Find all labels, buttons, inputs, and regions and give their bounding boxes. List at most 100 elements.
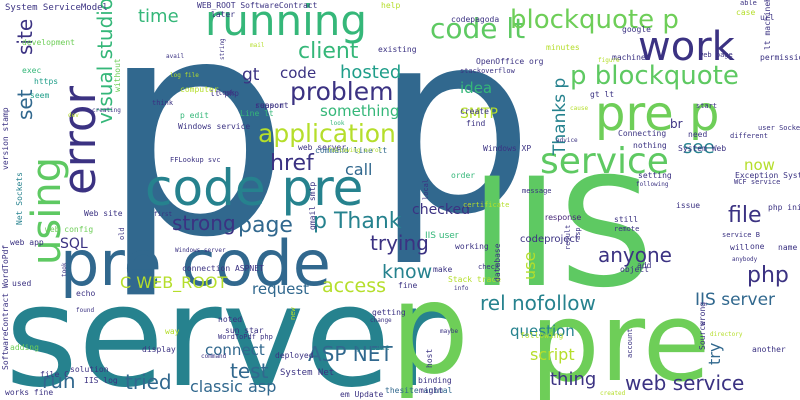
word: problem xyxy=(290,77,393,106)
word: another xyxy=(752,345,786,354)
word: web config xyxy=(45,225,93,234)
word: p xyxy=(375,0,534,269)
word: WordToPdf php xyxy=(218,333,273,341)
word: gmail smtp xyxy=(308,182,317,230)
word: code pre xyxy=(145,159,363,217)
word: Windows service xyxy=(178,122,250,131)
word: used xyxy=(12,279,31,288)
word: figure xyxy=(598,57,620,64)
word: thesite animal xyxy=(385,386,453,395)
word: stackoverflow xyxy=(460,67,516,75)
word: adding xyxy=(10,343,39,352)
word: case xyxy=(736,8,755,17)
word: development xyxy=(22,38,75,47)
word: support xyxy=(255,101,289,110)
word: one xyxy=(750,242,765,251)
word: mail xyxy=(250,42,265,49)
word: response xyxy=(545,213,581,222)
word: tried xyxy=(125,370,172,394)
word: google xyxy=(622,25,651,34)
word: php xyxy=(747,263,789,288)
word: following xyxy=(636,181,669,188)
word: connection ASPNET xyxy=(182,264,264,273)
word: change xyxy=(370,317,392,324)
word: strong xyxy=(172,211,236,235)
word: Source xyxy=(698,321,707,350)
word: codepagoda xyxy=(451,15,499,24)
word: Connecting xyxy=(618,129,666,138)
word: client xyxy=(298,39,359,64)
word: computer xyxy=(180,85,219,94)
word: p edit xyxy=(180,111,209,120)
word: asp xyxy=(574,227,582,240)
word: binding xyxy=(418,376,452,385)
word: Exception System xyxy=(735,171,800,180)
word: result xyxy=(564,225,572,250)
word: created xyxy=(600,390,626,397)
word: host xyxy=(425,349,434,368)
word: rel nofollow xyxy=(480,291,596,315)
word: help xyxy=(381,1,400,10)
word: script xyxy=(530,345,575,364)
word: C WEB_ROOT xyxy=(120,273,227,293)
word: need xyxy=(688,130,707,139)
word: pre p xyxy=(595,86,719,142)
word: use xyxy=(520,252,539,280)
word: setting xyxy=(638,171,672,180)
word: application xyxy=(258,119,396,148)
word: command xyxy=(201,353,227,360)
word: account xyxy=(626,328,634,358)
word: WEB_ROOT SoftwareContract xyxy=(197,1,318,10)
word: command line lt xyxy=(315,146,387,155)
word: exec xyxy=(22,66,41,75)
word: visual studio xyxy=(93,0,117,124)
word: info xyxy=(454,285,469,292)
word: different xyxy=(730,132,768,140)
word: file C xyxy=(40,370,69,379)
word: Web site xyxy=(84,209,123,218)
word: p xyxy=(100,0,290,303)
word: IIS server xyxy=(695,290,775,310)
word: using xyxy=(24,157,70,265)
word: SMTP xyxy=(460,106,498,122)
word: thing xyxy=(550,369,596,390)
word: display xyxy=(142,345,176,354)
word: lt machineKey xyxy=(763,0,772,50)
word: anyone xyxy=(598,243,672,267)
word: p Thank xyxy=(313,209,402,234)
word: old xyxy=(118,227,126,240)
word: request xyxy=(252,280,309,298)
word: gt lt xyxy=(590,90,614,99)
word: service xyxy=(540,141,669,182)
word: later xyxy=(211,10,235,19)
word: sun star xyxy=(225,326,264,335)
word: System Web xyxy=(678,144,726,153)
word: trying xyxy=(370,231,429,255)
word: machine xyxy=(612,53,646,62)
word: seem xyxy=(30,91,49,100)
word: em Update xyxy=(340,390,384,399)
word: ASP NET xyxy=(308,342,393,366)
word: order xyxy=(451,171,475,180)
word: found xyxy=(76,307,94,314)
word: solution xyxy=(70,365,109,374)
word: check xyxy=(478,263,500,271)
word: error xyxy=(53,86,106,195)
word: fine xyxy=(398,281,417,290)
word: start xyxy=(696,102,717,110)
word: OpenOffice org xyxy=(476,57,544,66)
word: reason xyxy=(255,101,284,110)
word: pre code xyxy=(60,227,331,300)
word: work xyxy=(638,24,736,70)
word: Windows XP xyxy=(483,144,531,153)
word: maybe xyxy=(440,328,458,335)
word: site xyxy=(13,19,37,55)
word: nothing xyxy=(633,141,667,150)
word: IIS xyxy=(470,147,654,321)
word: SQL xyxy=(60,236,88,252)
word: web service xyxy=(625,371,744,395)
word: page xyxy=(238,213,293,238)
word: create xyxy=(460,107,489,116)
word: noted xyxy=(218,315,242,324)
